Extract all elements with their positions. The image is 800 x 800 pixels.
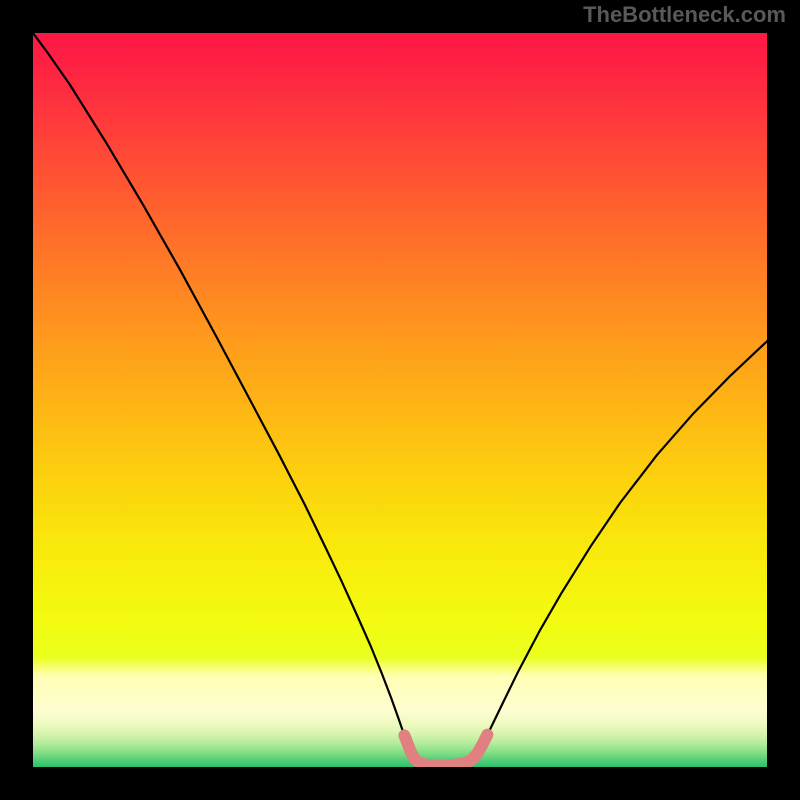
watermark-text: TheBottleneck.com (583, 2, 786, 28)
chart-container: TheBottleneck.com (0, 0, 800, 800)
gradient-background (33, 33, 767, 767)
chart-svg (33, 33, 767, 767)
plot-area (33, 33, 767, 767)
